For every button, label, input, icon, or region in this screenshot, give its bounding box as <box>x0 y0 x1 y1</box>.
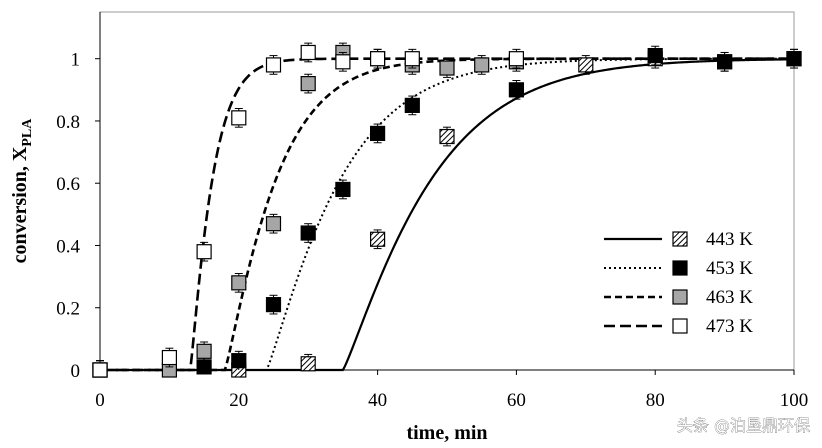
point-marker-453-K <box>508 82 524 98</box>
point-marker-473-K <box>335 54 351 70</box>
x-tick-label: 60 <box>507 390 526 411</box>
point-marker-463-K <box>265 216 282 232</box>
legend-item: 463 K <box>604 287 753 308</box>
x-ticks: 0 20 40 60 80 100 <box>95 370 808 411</box>
legend-item: 473 K <box>604 316 753 337</box>
point-marker-463-K <box>439 60 455 76</box>
y-axis-label-main: conversion, X <box>9 146 31 263</box>
y-tick-label: 0.6 <box>56 174 80 195</box>
data-point <box>196 241 212 262</box>
y-tick-label: 0 <box>71 361 81 382</box>
point-marker-463-K <box>300 75 316 92</box>
legend-label: 443 K <box>706 229 753 250</box>
point-marker-453-K <box>231 353 247 369</box>
point-marker-473-K <box>404 51 420 67</box>
fit-curve-463-K <box>100 57 794 372</box>
watermark: 头条 @泊垦鼎环保 <box>677 416 810 435</box>
data-point <box>370 48 386 69</box>
legend-label: 453 K <box>706 258 753 279</box>
point-marker-453-K <box>647 47 663 64</box>
x-axis-label: time, min <box>406 422 487 444</box>
data-point <box>474 55 490 75</box>
point-marker-473-K <box>196 244 212 260</box>
point-marker-443-K <box>300 356 316 372</box>
data-point <box>231 108 247 128</box>
legend-marker <box>672 231 688 247</box>
data-points <box>92 42 802 378</box>
point-marker-463-K <box>196 343 212 359</box>
point-marker-473-K <box>92 362 108 378</box>
data-point <box>578 55 594 75</box>
y-ticks: 0 0.2 0.4 0.6 0.8 1 <box>56 50 100 382</box>
data-point <box>231 350 247 370</box>
data-point <box>439 126 455 147</box>
point-marker-473-K <box>300 44 316 61</box>
data-point <box>786 48 802 69</box>
point-marker-453-K <box>335 181 351 198</box>
data-point <box>716 51 733 72</box>
data-point <box>404 48 420 69</box>
data-point <box>265 294 282 315</box>
data-point <box>231 272 247 293</box>
data-point <box>265 213 282 234</box>
legend: 443 K 453 K 463 K 473 K <box>604 229 753 337</box>
legend-marker <box>672 260 688 276</box>
point-marker-453-K <box>265 297 282 313</box>
legend-marker <box>672 289 688 305</box>
data-point <box>92 360 108 378</box>
point-marker-473-K <box>231 110 247 126</box>
legend-marker <box>672 318 688 334</box>
data-point <box>300 223 316 243</box>
x-tick-label: 80 <box>646 390 665 411</box>
data-point <box>300 73 316 94</box>
point-marker-443-K <box>370 231 386 247</box>
point-marker-473-K <box>370 51 386 67</box>
legend-item: 443 K <box>604 229 753 250</box>
point-marker-463-K <box>474 57 490 73</box>
y-axis-label: conversion, XPLA <box>9 118 35 264</box>
x-tick-label: 100 <box>780 390 809 411</box>
point-marker-453-K <box>370 125 386 142</box>
data-point <box>300 353 316 372</box>
x-tick-label: 20 <box>229 390 248 411</box>
point-marker-473-K <box>508 51 524 67</box>
point-marker-473-K <box>265 57 282 73</box>
point-marker-453-K <box>716 54 733 70</box>
point-marker-453-K <box>196 359 212 375</box>
data-point <box>370 123 386 144</box>
point-marker-453-K <box>300 225 316 241</box>
data-point <box>647 45 663 66</box>
point-marker-453-K <box>786 51 802 67</box>
y-axis-label-subscript: PLA <box>20 118 35 147</box>
data-point <box>265 55 282 75</box>
legend-label: 463 K <box>706 287 753 308</box>
data-point <box>404 95 420 116</box>
y-tick-label: 0.8 <box>56 112 80 133</box>
point-marker-443-K <box>439 128 455 145</box>
x-tick-label: 0 <box>95 390 105 411</box>
data-point <box>161 347 177 368</box>
data-point <box>335 51 351 72</box>
legend-item: 453 K <box>604 258 753 279</box>
data-point <box>335 179 351 200</box>
data-point <box>300 42 316 63</box>
data-point <box>370 229 386 250</box>
y-tick-label: 1 <box>71 50 81 71</box>
x-tick-label: 40 <box>368 390 387 411</box>
legend-label: 473 K <box>706 316 753 337</box>
point-marker-463-K <box>231 275 247 291</box>
data-point <box>508 79 524 100</box>
point-marker-443-K <box>578 57 594 73</box>
y-tick-label: 0.4 <box>56 236 80 257</box>
data-point <box>196 341 212 362</box>
point-marker-473-K <box>161 349 177 366</box>
data-point <box>439 58 455 78</box>
point-marker-453-K <box>404 97 420 113</box>
data-point <box>508 48 524 69</box>
y-tick-label: 0.2 <box>56 299 80 320</box>
